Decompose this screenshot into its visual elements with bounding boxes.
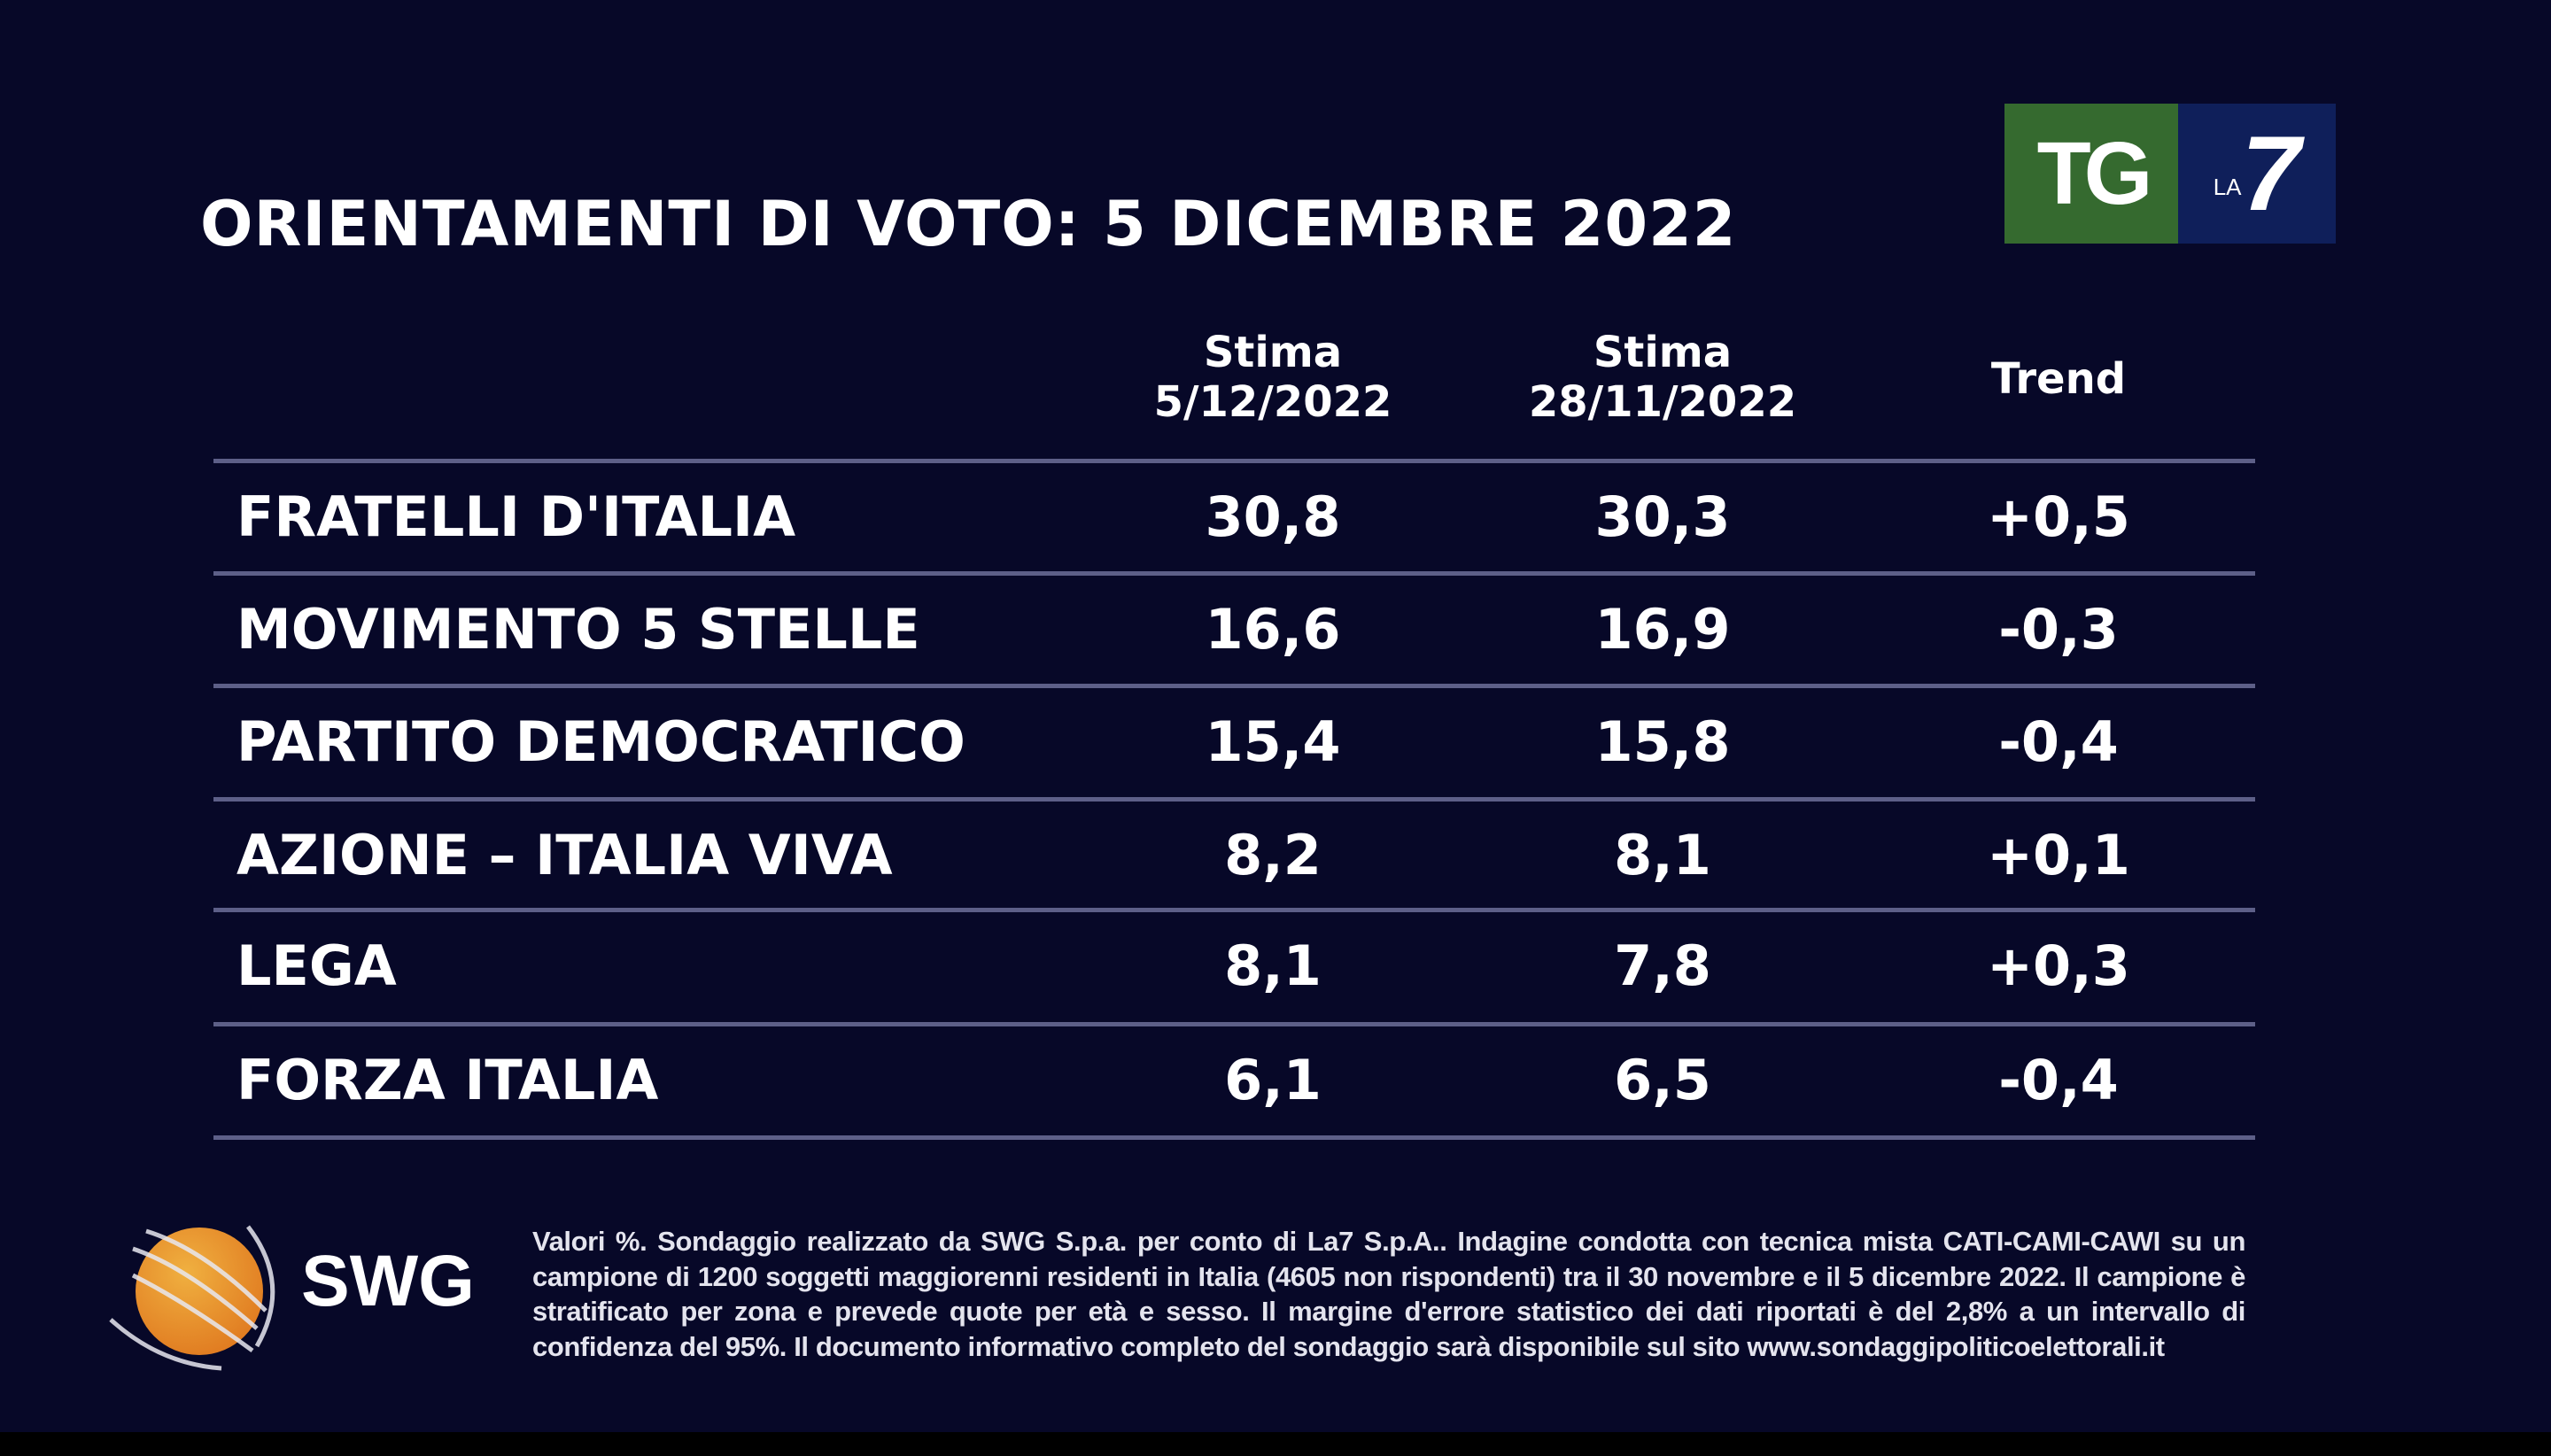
party-name: FRATELLI D'ITALIA (236, 484, 796, 549)
current-estimate: 8,1 (1224, 933, 1322, 998)
previous-estimate: 15,8 (1594, 709, 1731, 774)
column-header-date: 28/11/2022 (1528, 377, 1797, 427)
table-row: PARTITO DEMOCRATICO 15,4 15,8 -0,4 (213, 688, 2255, 796)
row-divider (213, 797, 2255, 802)
row-divider (213, 1022, 2255, 1026)
la-logo-text: LA (2213, 173, 2242, 200)
party-name: FORZA ITALIA (236, 1048, 659, 1112)
party-name: PARTITO DEMOCRATICO (236, 709, 965, 774)
party-name: LEGA (236, 933, 397, 998)
row-divider (213, 684, 2255, 688)
table-row: FRATELLI D'ITALIA 30,8 30,3 +0,5 (213, 463, 2255, 571)
previous-estimate: 16,9 (1594, 597, 1731, 662)
row-divider (213, 571, 2255, 576)
current-estimate: 6,1 (1224, 1048, 1322, 1112)
table-row: MOVIMENTO 5 STELLE 16,6 16,9 -0,3 (213, 576, 2255, 684)
trend-value: +0,5 (1987, 484, 2130, 549)
party-name: MOVIMENTO 5 STELLE (236, 597, 920, 662)
swg-logo-text: SWG (301, 1241, 475, 1321)
column-header-previous: Stima 28/11/2022 (1485, 328, 1840, 427)
row-divider (213, 908, 2255, 912)
column-header-trend: Trend (1881, 354, 2236, 404)
column-header-label: Stima (1203, 328, 1343, 377)
table-row: LEGA 8,1 7,8 +0,3 (213, 912, 2255, 1020)
tg-la7-logo: TG LA 7 (2004, 104, 2336, 244)
row-divider (213, 459, 2255, 463)
column-header-date: 5/12/2022 (1153, 377, 1392, 427)
previous-estimate: 30,3 (1594, 484, 1731, 549)
trend-value: -0,3 (1998, 597, 2119, 662)
page-title: ORIENTAMENTI DI VOTO: 5 DICEMBRE 2022 (200, 188, 1737, 260)
column-header-current: Stima 5/12/2022 (1096, 328, 1450, 427)
previous-estimate: 6,5 (1614, 1048, 1711, 1112)
swg-globe-icon (109, 1225, 275, 1371)
tg-logo-text: TG (2004, 104, 2178, 244)
bottom-bar (0, 1432, 2551, 1456)
current-estimate: 8,2 (1224, 823, 1322, 887)
column-header-label: Trend (1990, 354, 2127, 404)
table-row: FORZA ITALIA 6,1 6,5 -0,4 (213, 1026, 2255, 1135)
current-estimate: 30,8 (1205, 484, 1341, 549)
methodology-footnote: Valori %. Sondaggio realizzato da SWG S.… (532, 1226, 2245, 1362)
previous-estimate: 8,1 (1614, 823, 1711, 887)
row-divider (213, 1135, 2255, 1140)
current-estimate: 16,6 (1205, 597, 1341, 662)
trend-value: -0,4 (1998, 709, 2119, 774)
column-header-label: Stima (1593, 328, 1733, 377)
seven-logo-text: 7 (2241, 114, 2301, 233)
previous-estimate: 7,8 (1614, 933, 1711, 998)
current-estimate: 15,4 (1205, 709, 1341, 774)
trend-value: -0,4 (1998, 1048, 2119, 1112)
trend-value: +0,1 (1987, 823, 2130, 887)
trend-value: +0,3 (1987, 933, 2130, 998)
table-row: AZIONE – ITALIA VIVA 8,2 8,1 +0,1 (213, 802, 2255, 910)
party-name: AZIONE – ITALIA VIVA (236, 823, 893, 887)
